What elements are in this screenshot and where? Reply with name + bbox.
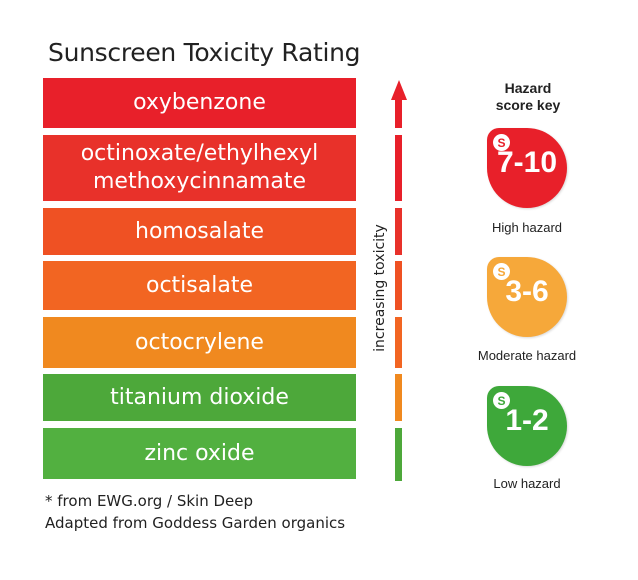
- ingredient-label: octisalate: [146, 272, 253, 298]
- hazard-label: Moderate hazard: [477, 348, 577, 363]
- axis-segment: [395, 208, 402, 255]
- axis-segment: [395, 374, 402, 421]
- ingredient-label: titanium dioxide: [110, 384, 289, 410]
- footnote-source: * from EWG.org / Skin Deep: [45, 492, 254, 510]
- skin-deep-icon: S: [493, 392, 510, 409]
- ingredient-bar-octisalate: octisalate: [43, 261, 356, 310]
- arrow-up-icon: [391, 80, 407, 100]
- skin-deep-icon: S: [493, 263, 510, 280]
- hazard-label: Low hazard: [493, 476, 561, 491]
- axis-segment: [395, 261, 402, 310]
- axis-segment: [395, 98, 402, 128]
- ingredient-bar-oxybenzone: oxybenzone: [43, 78, 356, 128]
- axis-label: increasing toxicity: [372, 224, 388, 352]
- ingredient-label: methoxycinnamate: [92, 169, 306, 194]
- hazard-range: 3-6: [505, 275, 549, 308]
- axis-segment: [395, 317, 402, 368]
- ingredient-bar-homosalate: homosalate: [43, 208, 356, 255]
- ingredient-bar-octocrylene: octocrylene: [43, 317, 356, 368]
- hazard-range: 1-2: [505, 404, 549, 437]
- hazard-badge-moderate: S 3-6: [487, 257, 567, 337]
- hazard-key-title: Hazard score key: [480, 80, 576, 114]
- hazard-key-title-line: score key: [495, 97, 561, 113]
- hazard-key-title-line: Hazard: [504, 80, 552, 96]
- ingredient-label: octocrylene: [135, 329, 264, 355]
- skin-deep-icon: S: [493, 134, 510, 151]
- hazard-badge-high: S 7-10: [487, 128, 567, 208]
- footnote-credit: Adapted from Goddess Garden organics: [45, 514, 346, 532]
- axis-segment: [395, 135, 402, 201]
- chart-title: Sunscreen Toxicity Rating: [48, 38, 361, 67]
- ingredient-label: octinoxate/ethylhexyl: [80, 141, 319, 166]
- axis-segment: [395, 428, 402, 481]
- hazard-badge-low: S 1-2: [487, 386, 567, 466]
- hazard-label: High hazard: [491, 220, 563, 235]
- ingredient-label: zinc oxide: [144, 440, 255, 466]
- ingredient-label: oxybenzone: [133, 90, 266, 115]
- ingredient-label: homosalate: [135, 218, 264, 244]
- ingredient-bar-zinc-oxide: zinc oxide: [43, 428, 356, 479]
- ingredient-bar-octinoxate: octinoxate/ethylhexyl methoxycinnamate: [43, 135, 356, 201]
- ingredient-bar-titanium-dioxide: titanium dioxide: [43, 374, 356, 421]
- hazard-range: 7-10: [496, 146, 558, 179]
